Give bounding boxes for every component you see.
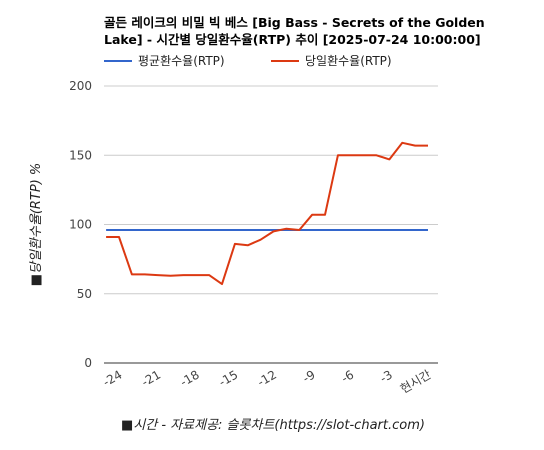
y-axis-title: ■당일환수율(RTP) % (29, 163, 44, 287)
gridlines (104, 85, 438, 364)
y-tick-label: 200 (69, 79, 92, 93)
chart-title-line-1: 골든 레이크의 비밀 빅 베스 [Big Bass - Secrets of t… (104, 15, 485, 30)
x-axis-title: ■시간 - 자료제공: 슬롯차트(https://slot-chart.com) (121, 418, 425, 433)
series-lines (106, 141, 428, 286)
chart-title: 골든 레이크의 비밀 빅 베스 [Big Bass - Secrets of t… (104, 14, 534, 48)
x-tick-label: -21 (139, 367, 163, 389)
x-tick-label: -24 (101, 367, 125, 389)
y-axis-ticks: 0 50 100 150 200 (69, 79, 92, 370)
series-line-daily-rtp (106, 141, 428, 286)
x-axis-ticks: -24 -21 -18 -15 -12 -9 -6 -3 현시간 (101, 367, 434, 396)
y-tick-label: 150 (69, 148, 92, 162)
chart-title-line-2: Lake] - 시간별 당일환수율(RTP) 추이 [2025-07-24 10… (104, 32, 481, 47)
y-tick-label: 0 (84, 356, 92, 370)
y-tick-label: 100 (69, 218, 92, 232)
x-tick-label: -9 (300, 367, 317, 385)
x-tick-label: -3 (378, 367, 395, 385)
x-tick-label: -6 (339, 367, 356, 385)
x-tick-label: -18 (178, 367, 202, 389)
x-tick-label: -12 (255, 367, 279, 389)
legend-label: 당일환수율(RTP) (305, 54, 392, 68)
y-tick-label: 50 (77, 287, 92, 301)
x-tick-label: -15 (216, 367, 240, 389)
legend: 평균환수율(RTP) 당일환수율(RTP) (104, 54, 392, 68)
legend-label: 평균환수율(RTP) (138, 54, 225, 68)
x-tick-label: 현시간 (398, 367, 434, 396)
